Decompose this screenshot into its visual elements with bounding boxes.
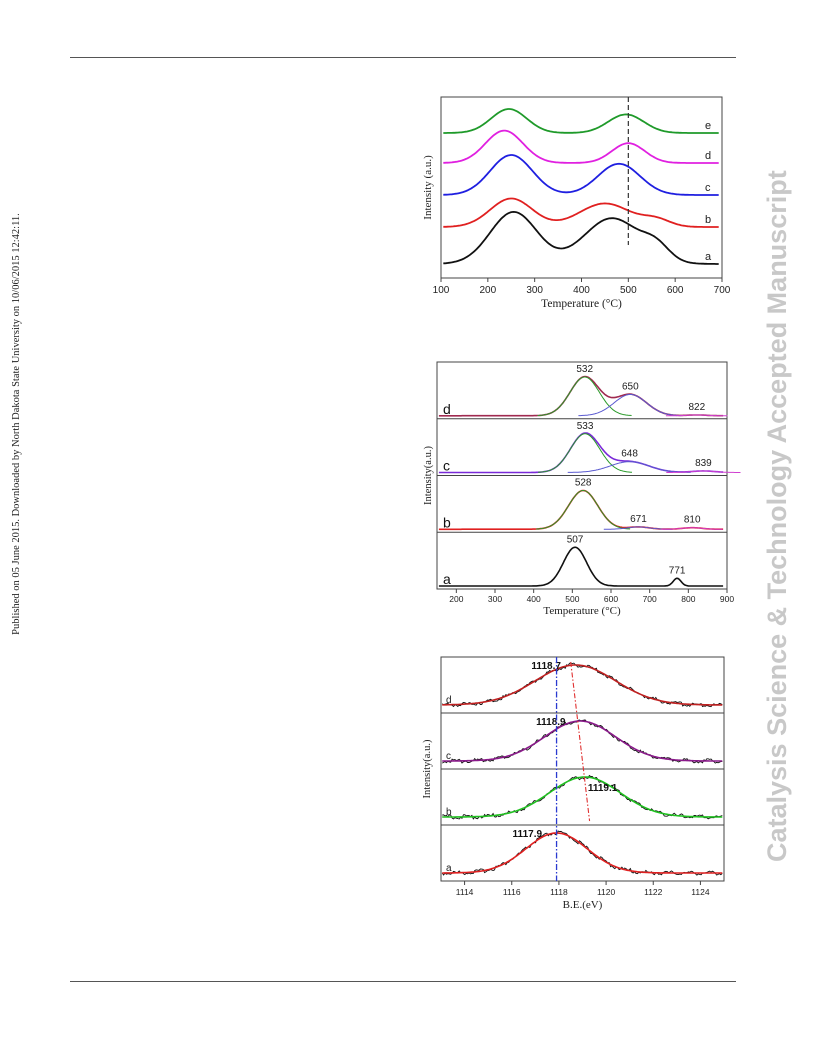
chart2-panel-b-label: b: [443, 514, 451, 530]
chart3-x-tick-label: 1120: [597, 887, 616, 897]
chart3-x-axis-label: B.E.(eV): [563, 899, 603, 911]
chart1-series-a-label: a: [705, 251, 712, 263]
chart2-panel-b-line: [438, 489, 724, 531]
chart2-x-tick-label: 300: [488, 594, 502, 604]
chart2-panel-d-peak-label: 650: [622, 381, 639, 392]
chart2-panel-b-fit-peak: [603, 526, 673, 530]
chart3-panel-c-label: c: [446, 751, 451, 762]
chart2-panel-d-fit-peak: [578, 393, 682, 417]
chart2-x-tick-label: 600: [604, 594, 618, 604]
chart2-panel-b-fit-peak: [661, 527, 723, 530]
chart3-x-tick-label: 1118: [550, 887, 568, 897]
chart2-x-tick-label: 500: [565, 594, 579, 604]
chart2-panel-d-fit-peak: [537, 376, 632, 416]
chart3-panel-d-fit-line: [442, 664, 723, 706]
chart1-x-axis-label: Temperature (°C): [541, 298, 622, 310]
chart2-panel-d-line: [438, 375, 724, 417]
chart1-series-e-label: e: [705, 120, 711, 132]
chart2-x-axis-label: Temperature (°C): [543, 605, 621, 617]
chart1-y-axis-label: Intensity (a.u.): [422, 155, 434, 220]
chart1-x-tick-label: 700: [714, 285, 731, 296]
chart2-x-tick-label: 200: [449, 594, 463, 604]
chart2-panel-a-peak-label: 507: [567, 534, 584, 545]
chart3-x-tick-label: 1116: [503, 887, 521, 897]
chart1-series-e-line: [443, 108, 719, 134]
chart2-panel-c-label: c: [443, 458, 450, 474]
chart2-panel-d-label: d: [443, 401, 451, 417]
chart1-x-tick-label: 100: [433, 285, 450, 296]
chart2-x-tick-label: 800: [681, 594, 695, 604]
chart2-panel-c-fit-peak: [538, 433, 633, 473]
chart1-series-b-label: b: [705, 214, 711, 226]
chart1-series-a-line: [443, 210, 719, 265]
chart2-panel-c-peak-label: 648: [621, 449, 638, 460]
chart2-panel-a-line: [438, 546, 724, 587]
chart2-panel-d-peak-label: 822: [688, 402, 705, 413]
chart1-x-tick-label: 400: [573, 285, 590, 296]
chart2-x-tick-label: 400: [527, 594, 541, 604]
chart3-panel-d-label: d: [446, 695, 452, 706]
chart3-panel-d-peak-label: 1118.7: [531, 661, 561, 672]
chart1-series-d-label: d: [705, 150, 711, 162]
chart1-x-tick-label: 500: [620, 285, 637, 296]
chart2-panel-a-label: a: [443, 571, 451, 587]
chart2-panel-b-peak-label: 810: [684, 515, 701, 526]
chart1-x-tick-label: 600: [667, 285, 684, 296]
chart2-x-tick-label: 900: [720, 594, 734, 604]
chart2-panel-c-fit-peak: [666, 470, 741, 473]
chart1-x-tick-label: 200: [479, 285, 496, 296]
chart2-panel-b-peak-label: 671: [630, 514, 647, 525]
chart1-series-c-line: [443, 154, 719, 196]
chart2-panel-b-fit-peak: [536, 490, 631, 530]
chart3-panel-a-label: a: [446, 863, 452, 874]
header-rule: [70, 57, 736, 58]
chart2-y-axis-label: Intensity(a.u.): [423, 446, 434, 505]
chart2-panel-b-peak-label: 528: [575, 478, 592, 489]
chart2-panel-a-peak-label: 771: [669, 565, 686, 576]
chart3-panel-b-peak-label: 1119.1: [588, 783, 618, 794]
chart2-x-tick-label: 700: [643, 594, 657, 604]
chart3-panel-a-peak-label: 1117.9: [513, 829, 543, 840]
chart1-x-tick-label: 300: [526, 285, 543, 296]
chart3-panel-b-fit-line: [442, 776, 723, 818]
chart3-panel-a-raw-line: [441, 830, 723, 876]
chart3-panel-a-fit-line: [442, 832, 723, 874]
chart3-y-axis-label: Intensity(a.u.): [422, 739, 433, 798]
chart3-x-tick-label: 1122: [644, 887, 663, 897]
chart1-series-b-line: [443, 197, 719, 228]
chart1-series-c-label: c: [705, 182, 711, 194]
chart2-panel-c-fit-peak: [567, 461, 691, 473]
chart3-panel-b-label: b: [446, 807, 452, 818]
footer-rule: [70, 981, 736, 982]
chart3-panel-b-raw-line: [442, 774, 723, 820]
chart2-panel-c-line: [438, 432, 724, 474]
chart3-panel-c-fit-line: [442, 720, 723, 762]
chart3-x-tick-label: 1114: [456, 887, 474, 897]
chart3-x-tick-label: 1124: [691, 887, 710, 897]
chart2-panel-d-fit-peak: [665, 414, 728, 417]
chart2-panel-c-peak-label: 533: [577, 421, 594, 432]
chart1-series-d-line: [443, 129, 719, 164]
chart2-panel-c-peak-label: 839: [695, 458, 712, 469]
chart3-panel-c-peak-label: 1118.9: [536, 717, 566, 728]
chart2-panel-d-peak-label: 532: [576, 364, 593, 375]
chart3-panel-d-raw-line: [441, 662, 723, 708]
chart3-shift-line: [570, 661, 591, 822]
